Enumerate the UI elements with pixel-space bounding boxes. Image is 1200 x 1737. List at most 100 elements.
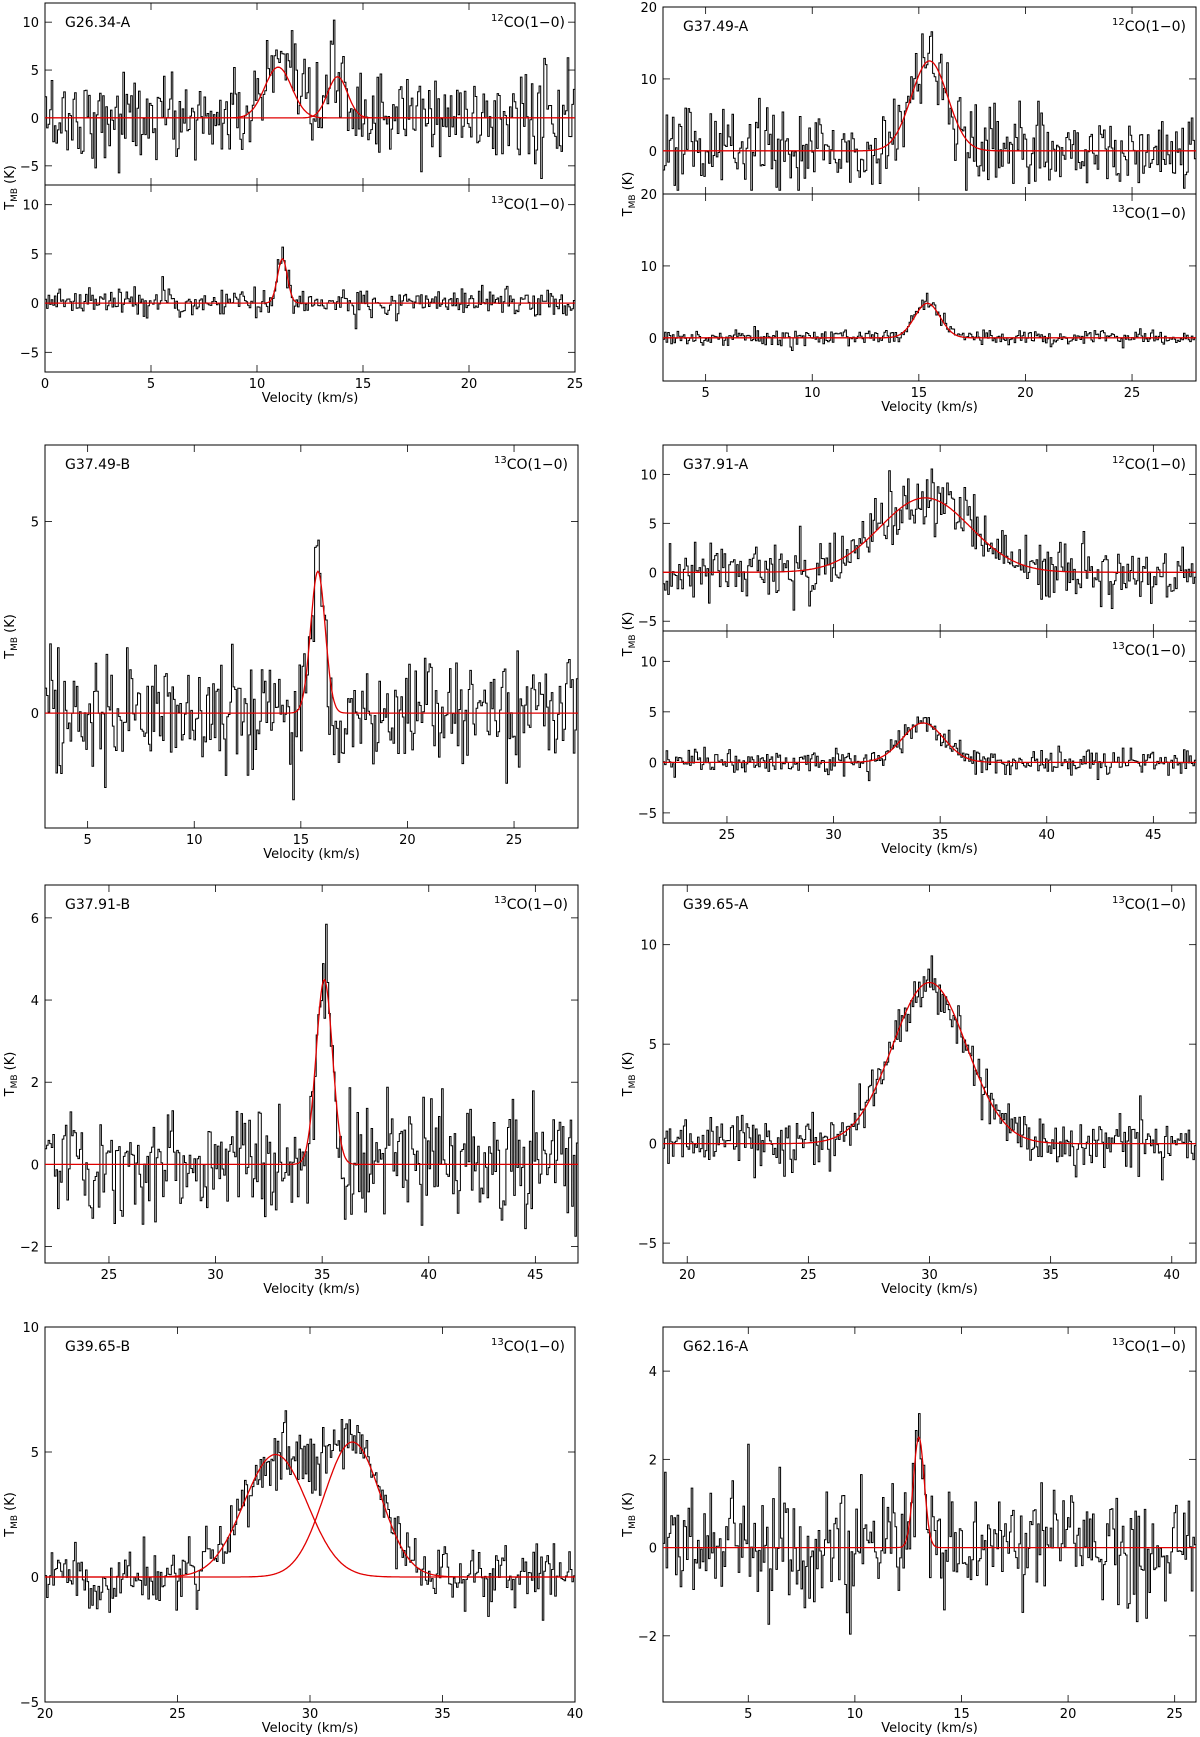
spectrum-panel: −5 0 5 10 12CO(1−0) G26.34-A −5 0 5 10 13CO(1−0) 0 5… [3, 2, 583, 406]
y-tick-label: 10 [640, 260, 657, 275]
x-tick-label: 30 [207, 1268, 224, 1283]
x-tick-label: 15 [953, 1707, 970, 1722]
source-name: G37.91-B [65, 897, 130, 913]
y-tick-label: 20 [640, 1, 657, 16]
x-tick-label: 30 [302, 1707, 319, 1722]
x-tick-label: 35 [434, 1707, 451, 1722]
y-axis-label: TMB (K) [3, 1052, 20, 1098]
y-axis-label: TMB (K) [621, 1052, 638, 1098]
x-tick-label: 25 [1166, 1707, 1183, 1722]
spectrum-line [663, 955, 1196, 1181]
transition-label: 13CO(1−0) [494, 895, 568, 913]
spectrum-panel: −2 0 2 4 13CO(1−0) G62.16-A 5 10 15 20 25 Velocity … [621, 1326, 1197, 1736]
gaussian-fit-curve [663, 497, 1196, 573]
axes-frame [662, 630, 1197, 824]
x-tick-label: 25 [506, 833, 523, 848]
y-tick-label: −5 [20, 1696, 39, 1711]
x-tick-label: 20 [461, 377, 478, 392]
y-tick-label: 4 [649, 1365, 657, 1380]
spectrum-panel: −2 0 2 4 6 13CO(1−0) G37.91-B 25 30 35 40 45 Velocit… [3, 884, 579, 1297]
y-tick-label: 0 [649, 566, 657, 581]
y-tick-label: 2 [31, 1076, 39, 1091]
x-tick-label: 5 [701, 386, 709, 401]
y-tick-label: −5 [638, 615, 657, 630]
x-tick-label: 15 [355, 377, 372, 392]
y-axis-label: TMB (K) [3, 1492, 20, 1538]
subpanel: −5 0 5 10 13CO(1−0) G39.65-B [20, 1321, 576, 1711]
y-tick-label: 0 [649, 1542, 657, 1557]
spectrum-line [45, 19, 575, 179]
y-tick-label: 0 [31, 1571, 39, 1586]
spectrum-line [45, 246, 575, 330]
x-tick-label: 5 [83, 833, 91, 848]
x-tick-label: 35 [932, 828, 949, 843]
y-tick-label: −5 [638, 1237, 657, 1252]
y-tick-label: 2 [649, 1453, 657, 1468]
spectrum-panel: −5 0 5 10 12CO(1−0) G37.91-A −5 0 5 10 13CO(1−0) 25… [621, 444, 1197, 857]
spectrum-line [45, 1410, 575, 1621]
subpanel: −2 0 2 4 13CO(1−0) G62.16-A [638, 1326, 1197, 1703]
transition-label: 13CO(1−0) [1112, 895, 1186, 913]
x-tick-label: 10 [804, 386, 821, 401]
transition-label: 12CO(1−0) [1112, 455, 1186, 473]
subpanel: −5 0 5 10 12CO(1−0) G37.91-A [638, 444, 1197, 632]
transition-label: 13CO(1−0) [494, 455, 568, 473]
gaussian-fit-curve [45, 978, 578, 1166]
subpanel: −5 0 5 10 12CO(1−0) G26.34-A [20, 2, 576, 186]
x-axis-label: Velocity (km/s) [262, 391, 359, 406]
x-tick-label: 5 [744, 1707, 752, 1722]
gaussian-fit-curve [663, 722, 1196, 764]
x-tick-label: 20 [399, 833, 416, 848]
source-name: G26.34-A [65, 15, 131, 31]
axes-frame [662, 1326, 1197, 1703]
y-tick-label: 5 [31, 1446, 39, 1461]
transition-label: 12CO(1−0) [1112, 17, 1186, 35]
axes-frame [44, 1326, 576, 1703]
subpanel: −5 0 5 10 13CO(1−0) G39.65-A [638, 884, 1197, 1264]
y-tick-label: 0 [31, 707, 39, 722]
y-tick-label: 10 [640, 73, 657, 88]
y-axis-label: TMB (K) [621, 172, 638, 218]
gaussian-fit-curve [45, 257, 575, 304]
y-tick-label: 0 [649, 1138, 657, 1153]
y-tick-label: 0 [31, 112, 39, 127]
axes-frame [662, 193, 1197, 382]
spectrum-panel: −5 0 5 10 13CO(1−0) G39.65-A 20 25 30 35 40 Velocit… [621, 884, 1197, 1297]
y-tick-label: −5 [20, 160, 39, 175]
source-name: G37.49-B [65, 457, 130, 473]
y-tick-label: −5 [20, 346, 39, 361]
y-tick-label: 20 [640, 188, 657, 203]
y-tick-label: 0 [649, 145, 657, 160]
subpanel: −5 0 5 10 13CO(1−0) [638, 630, 1197, 824]
x-tick-label: 45 [1145, 828, 1162, 843]
y-tick-label: −2 [638, 1630, 657, 1645]
x-tick-label: 15 [911, 386, 928, 401]
x-axis-label: Velocity (km/s) [881, 1282, 978, 1297]
x-tick-label: 25 [169, 1707, 186, 1722]
axes-frame [44, 884, 579, 1264]
x-tick-label: 0 [41, 377, 49, 392]
source-name: G62.16-A [683, 1339, 749, 1355]
gaussian-fit-curve [45, 1441, 575, 1578]
spectrum-line [663, 1413, 1196, 1635]
x-tick-label: 10 [249, 377, 266, 392]
y-tick-label: −2 [20, 1241, 39, 1256]
x-tick-label: 10 [847, 1707, 864, 1722]
subpanel: 0 5 13CO(1−0) G37.49-B [31, 444, 579, 829]
axes-frame [662, 884, 1197, 1264]
gaussian-fit-curve [663, 302, 1196, 339]
transition-label: 12CO(1−0) [491, 13, 565, 31]
x-tick-label: 10 [186, 833, 203, 848]
x-tick-label: 20 [37, 1707, 54, 1722]
source-name: G39.65-A [683, 897, 749, 913]
y-tick-label: 5 [31, 248, 39, 263]
transition-label: 13CO(1−0) [1112, 204, 1186, 222]
x-tick-label: 40 [1038, 828, 1055, 843]
x-axis-label: Velocity (km/s) [881, 400, 978, 415]
y-tick-label: 0 [649, 332, 657, 347]
y-tick-label: 10 [22, 16, 39, 31]
spectrum-panel: −5 0 5 10 13CO(1−0) G39.65-B 20 25 30 35 40 Velocit… [3, 1321, 583, 1736]
y-tick-label: 0 [31, 1158, 39, 1173]
gaussian-fit-curve [663, 60, 1196, 152]
spectrum-line [663, 31, 1196, 191]
